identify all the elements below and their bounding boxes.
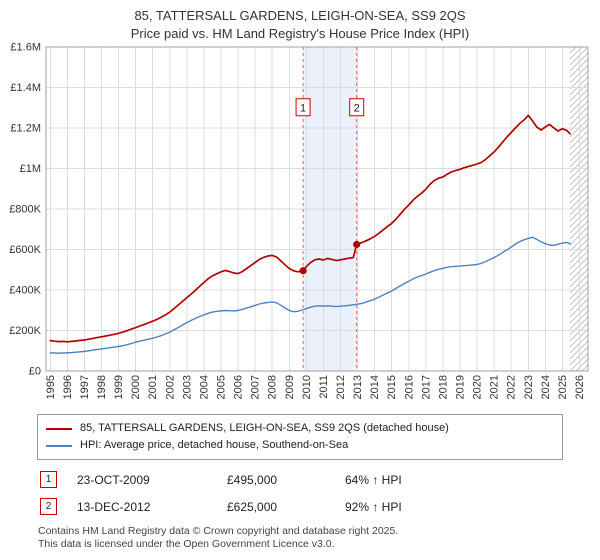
transaction-price: £495,000 [227,472,278,487]
y-axis-label: £1.2M [10,123,41,135]
transaction-row: 2 13-DEC-2012 £625,000 92% ↑ HPI [40,498,600,515]
attribution-line-1: Contains HM Land Registry data © Crown c… [38,525,399,537]
price-paid-line [49,114,571,343]
transaction-flag-label: 1 [300,102,306,114]
x-axis-label: 1999 [113,375,125,399]
transaction-flag-label: 2 [354,102,360,114]
x-axis-label: 2016 [403,375,415,399]
y-axis-label: £1.6M [10,42,41,54]
transaction-flag [295,98,311,117]
x-axis-label: 2007 [250,375,262,399]
legend-row-hpi: HPI: Average price, detached house, Sout… [46,437,554,454]
y-axis-label: £200K [9,325,41,337]
hpi-line-swatch-icon [46,444,72,447]
transaction-date: 23-OCT-2009 [77,472,150,487]
y-axis-label: £1.4M [10,82,41,94]
x-axis-label: 2014 [369,375,381,399]
legend-label-hpi: HPI: Average price, detached house, Sout… [80,439,349,451]
legend-label-price-paid: 85, TATTERSALL GARDENS, LEIGH-ON-SEA, SS… [80,422,449,434]
y-axis-label: £800K [9,204,41,216]
transaction-row: 1 23-OCT-2009 £495,000 64% ↑ HPI [40,471,600,488]
x-axis-label: 2010 [301,375,313,399]
y-axis-label: £0 [29,366,41,378]
x-axis-label: 2009 [284,375,296,399]
x-axis-label: 1995 [45,375,57,399]
x-axis-label: 2003 [181,375,193,399]
x-axis-label: 2012 [335,375,347,399]
x-axis-label: 2026 [574,375,586,399]
x-axis-label: 2017 [420,375,432,399]
x-axis-label: 2022 [506,375,518,399]
y-axis-label: £400K [9,285,41,297]
x-axis-label: 1996 [62,375,74,399]
transaction-marker [353,240,361,249]
x-axis-label: 2019 [454,375,466,399]
x-axis-label: 2004 [198,375,210,399]
x-axis-label: 2025 [557,375,569,399]
legend-row-price-paid: 85, TATTERSALL GARDENS, LEIGH-ON-SEA, SS… [46,420,554,437]
x-axis-label: 2001 [147,375,159,399]
x-axis-label: 2005 [215,375,227,399]
x-axis-label: 2008 [267,375,279,399]
x-axis-label: 2024 [540,375,552,399]
x-axis-label: 2020 [472,375,484,399]
attribution-footer: Contains HM Land Registry data © Crown c… [38,525,600,551]
x-axis-label: 2023 [523,375,535,399]
transaction-hpi-delta: 92% ↑ HPI [345,499,402,514]
chart-legend: 85, TATTERSALL GARDENS, LEIGH-ON-SEA, SS… [37,414,563,460]
x-axis-label: 1997 [79,375,91,399]
transaction-flag [349,98,365,117]
page-title: 85, TATTERSALL GARDENS, LEIGH-ON-SEA, SS… [134,8,466,23]
transaction-number-badge: 2 [40,498,57,515]
price-chart-svg: 1 2 £0 £200K £400K £600K £800K £1M £1.2M £1.4M £1.… [9,42,589,399]
y-axis-label: £1M [20,163,41,175]
x-axis-label: 1998 [96,375,108,399]
price-chart[interactable]: 1 2 £0 £200K £400K £600K £800K £1M £1.2M £1.4M £1.… [0,41,600,414]
x-axis-label: 2000 [130,375,142,399]
hpi-line [49,236,571,354]
x-axis-label: 2013 [352,375,364,399]
transaction-list: 1 23-OCT-2009 £495,000 64% ↑ HPI 2 13-DE… [40,471,600,515]
x-axis-label: 2011 [318,375,330,399]
y-axis-label: £600K [9,244,41,256]
transaction-hpi-delta: 64% ↑ HPI [345,472,402,487]
x-axis-label: 2002 [164,375,176,399]
page-subtitle: Price paid vs. HM Land Registry's House … [130,26,470,41]
transaction-number-badge: 1 [40,471,57,488]
price-paid-line-swatch-icon [46,427,72,430]
x-axis-label: 2015 [386,375,398,399]
transaction-date: 13-DEC-2012 [77,499,151,514]
plot-frame [45,46,589,372]
x-axis-label: 2018 [437,375,449,399]
attribution-line-2: This data is licensed under the Open Gov… [38,538,335,550]
x-axis-label: 2021 [489,375,501,399]
x-axis-label: 2006 [233,375,245,399]
transaction-marker [299,267,307,275]
transaction-price: £625,000 [227,499,278,514]
